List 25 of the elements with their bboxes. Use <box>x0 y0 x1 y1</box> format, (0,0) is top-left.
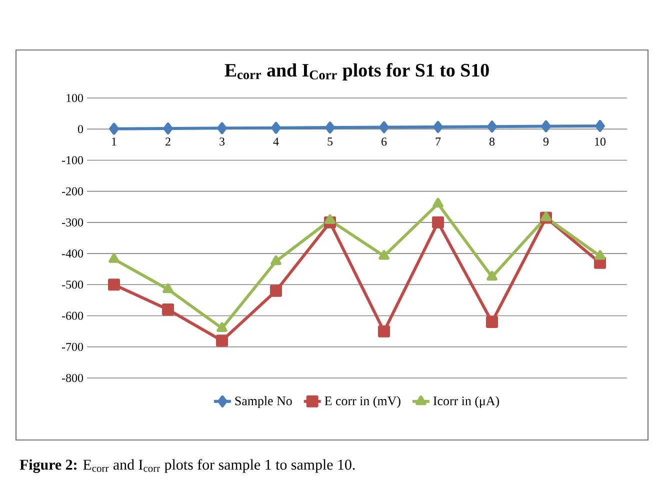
y-tick-label: -500 <box>62 280 84 289</box>
x-tick-label: 10 <box>595 138 606 146</box>
y-tick-label: -200 <box>62 187 84 196</box>
legend-label: Sample No <box>235 396 292 408</box>
legend-label: Icorr in (μA) <box>433 396 500 408</box>
x-tick-label: 6 <box>382 138 387 146</box>
x-tick-label: 9 <box>543 138 549 146</box>
y-tick-label: -700 <box>62 342 84 351</box>
y-tick-label: -600 <box>62 312 84 320</box>
y-tick-label: 100 <box>66 94 84 102</box>
x-tick-label: 1 <box>112 138 116 146</box>
y-tick-label: -400 <box>62 250 84 258</box>
y-tick-label: 0 <box>78 125 84 134</box>
chart-title: E$_{corr}$ and I$_{Corr}$ plots for S1 to S10 <box>224 63 489 80</box>
x-tick-label: 7 <box>436 138 441 146</box>
x-tick-label: 5 <box>328 138 333 146</box>
x-tick-label: 3 <box>220 138 225 146</box>
x-tick-label: 4 <box>273 138 279 146</box>
x-tick-label: 8 <box>489 138 495 146</box>
legend-label: E corr in (mV) <box>324 396 400 408</box>
y-tick-label: -300 <box>62 218 84 226</box>
y-tick-label: -100 <box>62 156 84 164</box>
x-tick-label: 2 <box>166 138 170 146</box>
y-tick-label: -800 <box>62 374 84 382</box>
text: Figure 2: E$_{corr}$ and I$_{corr}$ plots for sample 1 to sample 10. <box>20 459 355 473</box>
